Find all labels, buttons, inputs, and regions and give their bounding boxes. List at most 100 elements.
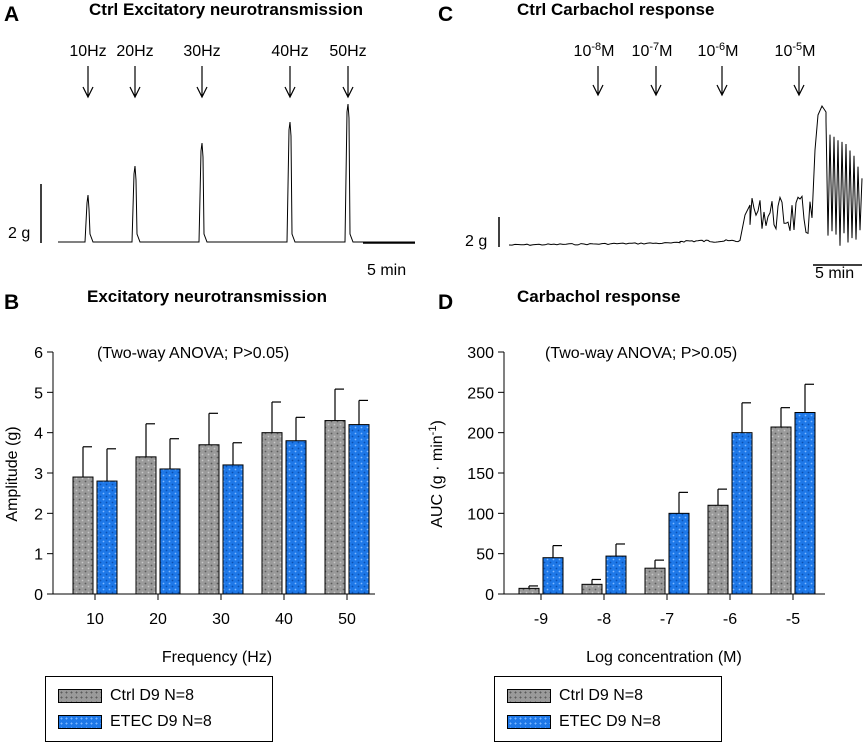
y-tick-label: 150: [467, 466, 494, 483]
bar-ctrl: [198, 444, 220, 595]
legend-item-ctrl: Ctrl D9 N=8: [58, 684, 194, 708]
stimulus-arrow-icon: [284, 66, 296, 99]
dose-label: 10-6M: [698, 41, 739, 60]
x-tick-label: -5: [786, 611, 800, 628]
bar-etec: [348, 424, 370, 595]
y-tick-label: 100: [467, 506, 494, 523]
bar-etec: [731, 432, 753, 595]
panel-d-y-axis-label-sup: -1: [427, 426, 439, 436]
legend-item-ctrl: Ctrl D9 N=8: [507, 684, 643, 708]
y-tick-label: 0: [485, 587, 494, 604]
x-tick-label: 20: [149, 611, 167, 628]
panel-c-scale-x-label: 5 min: [815, 265, 854, 282]
bar-etec: [542, 557, 564, 595]
y-tick-label: 2: [34, 506, 43, 523]
bar-ctrl: [581, 583, 603, 595]
legend-label-etec: ETEC D9 N=8: [110, 713, 212, 730]
y-tick-label: 0: [34, 587, 43, 604]
panel-a-scale-x-label: 5 min: [367, 262, 406, 279]
bar-etec: [96, 480, 118, 595]
dose-label: 10-8M: [574, 41, 615, 60]
x-tick-label: 30: [212, 611, 230, 628]
stimulus-label: 30Hz: [183, 43, 220, 60]
panel-a-trace: A Ctrl Excitatory neurotransmission 10Hz…: [4, 0, 415, 279]
panel-c-title: Ctrl Carbachol response: [517, 0, 714, 19]
panel-d-y-axis-label-main: AUC (g · min: [429, 435, 446, 527]
bar-ctrl: [644, 567, 666, 595]
excitatory-trace: [58, 103, 415, 243]
x-tick-label: 50: [338, 611, 356, 628]
panel-b-chart: B Excitatory neurotransmission (Two-way …: [4, 287, 375, 666]
bar-ctrl: [518, 587, 540, 595]
panel-a-stimulus-markers: 10Hz 20Hz 30Hz 40Hz 50Hz: [69, 43, 367, 99]
bar-etec: [794, 412, 816, 595]
y-tick-label: 50: [476, 547, 494, 564]
panel-b-y-axis-label: Amplitude (g): [4, 426, 21, 521]
x-tick-label: -6: [723, 611, 737, 628]
bar-ctrl: [324, 420, 346, 595]
bar-ctrl: [135, 456, 157, 595]
y-tick-label: 3: [34, 466, 43, 483]
legend-label-ctrl: Ctrl D9 N=8: [110, 687, 195, 704]
dose-label: 10-5M: [775, 41, 816, 60]
x-tick-label: 10: [86, 611, 104, 628]
panel-c-trace: C Ctrl Carbachol response 10-8M 10-7M 10-6…: [438, 0, 863, 282]
stimulus-label: 40Hz: [271, 43, 308, 60]
x-tick-label: -7: [660, 611, 674, 628]
panel-a-title: Ctrl Excitatory neurotransmission: [89, 0, 363, 19]
bar-etec: [159, 468, 181, 595]
panel-c-scale-y-label: 2 g: [465, 233, 487, 250]
bar-ctrl: [707, 504, 729, 595]
panel-b-legend: Ctrl D9 N=8 ETEC D9 N=8: [45, 676, 273, 742]
y-tick-label: 5: [34, 385, 43, 402]
stimulus-label: 50Hz: [329, 43, 366, 60]
stimulus-arrow-icon: [129, 66, 141, 99]
panel-d-annotation: (Two-way ANOVA; P>0.05): [545, 345, 737, 362]
panel-d-letter: D: [438, 291, 453, 314]
dose-arrow-icon: [650, 66, 662, 97]
stimulus-label: 20Hz: [116, 43, 153, 60]
panel-c-letter: C: [438, 3, 453, 26]
y-tick-label: 250: [467, 385, 494, 402]
stimulus-arrow-icon: [342, 66, 354, 99]
x-tick-label: -9: [534, 611, 548, 628]
panel-d-y-axis-label-end: ): [429, 420, 446, 425]
carbachol-trace: [508, 104, 863, 246]
stimulus-label: 10Hz: [69, 43, 106, 60]
y-tick-label: 1: [34, 547, 43, 564]
dose-arrow-icon: [716, 66, 728, 97]
panel-d-legend: Ctrl D9 N=8 ETEC D9 N=8: [494, 676, 722, 742]
panel-b-x-axis-label: Frequency (Hz): [162, 649, 272, 666]
dose-arrow-icon: [793, 66, 805, 97]
bar-ctrl: [261, 432, 283, 595]
panel-d-x-axis-label: Log concentration (M): [586, 649, 742, 666]
bar-ctrl: [72, 476, 94, 595]
panel-a-scale-y-label: 2 g: [8, 225, 30, 242]
y-tick-label: 200: [467, 426, 494, 443]
panel-a-letter: A: [4, 3, 19, 26]
y-tick-label: 300: [467, 345, 494, 362]
panel-b-annotation: (Two-way ANOVA; P>0.05): [97, 345, 289, 362]
bar-etec: [668, 512, 690, 595]
stimulus-arrow-icon: [82, 66, 94, 99]
bar-ctrl: [770, 426, 792, 595]
bar-etec: [285, 440, 307, 595]
panel-b-letter: B: [4, 291, 19, 314]
dose-label: 10-7M: [632, 41, 673, 60]
legend-label-ctrl: Ctrl D9 N=8: [559, 687, 644, 704]
x-tick-label: -8: [597, 611, 611, 628]
panel-b-title: Excitatory neurotransmission: [87, 287, 327, 306]
legend-item-etec: ETEC D9 N=8: [507, 710, 661, 734]
legend-swatch-etec: [58, 715, 102, 729]
bar-etec: [222, 464, 244, 595]
legend-item-etec: ETEC D9 N=8: [58, 710, 212, 734]
y-tick-label: 4: [34, 426, 43, 443]
panel-d-y-axis-label: AUC (g · min-1): [427, 420, 446, 528]
panel-d-title: Carbachol response: [517, 287, 680, 306]
legend-swatch-etec: [507, 715, 551, 729]
panel-c-dose-markers: 10-8M 10-7M 10-6M 10-5M: [574, 41, 816, 97]
x-tick-label: 40: [275, 611, 293, 628]
dose-arrow-icon: [592, 66, 604, 97]
bar-etec: [605, 555, 627, 595]
